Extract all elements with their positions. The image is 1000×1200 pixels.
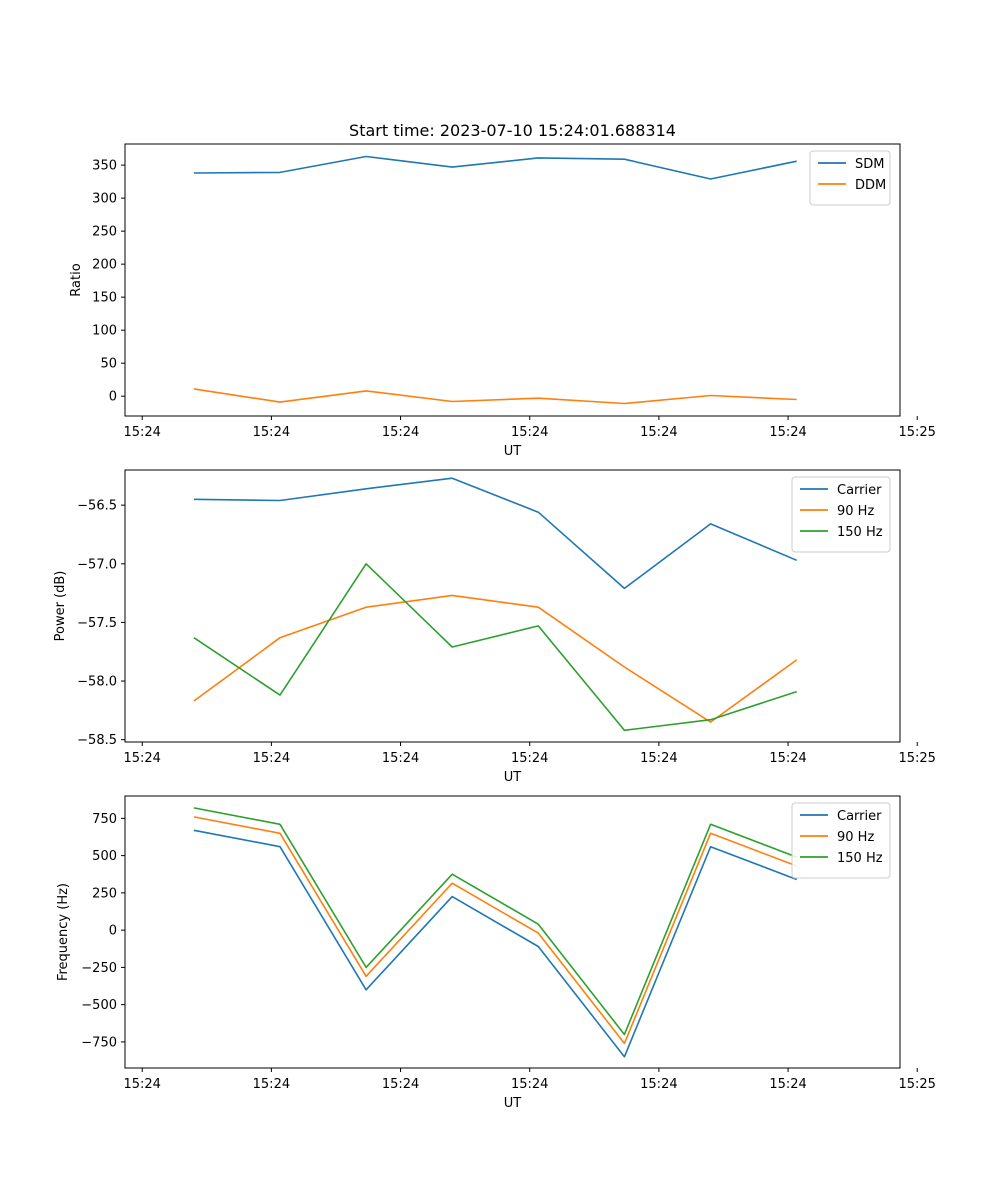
- x-tick-label: 15:24: [769, 1077, 806, 1092]
- chart-panel-1: Start time: 2023-07-10 15:24:01.688314 15…: [69, 121, 936, 459]
- legend-label: DDM: [855, 178, 886, 193]
- x-tick-label: 15:25: [898, 751, 935, 766]
- x-tick-label: 15:24: [382, 751, 419, 766]
- y-tick-label: −58.5: [77, 733, 117, 748]
- axes-frame: [124, 795, 901, 1069]
- y-tick-label: −250: [81, 961, 117, 976]
- x-axis-label: UT: [504, 1096, 522, 1111]
- legend-box: [809, 150, 891, 206]
- series-line-90-hz: [193, 816, 797, 1045]
- x-tick-label: 15:24: [769, 425, 806, 440]
- x-tick-label: 15:24: [253, 425, 290, 440]
- x-tick-label: 15:25: [898, 1077, 935, 1092]
- y-axis-label: Ratio: [69, 263, 84, 296]
- x-tick-label: 15:24: [123, 1077, 160, 1092]
- x-tick-label: 15:24: [382, 425, 419, 440]
- y-tick-label: −56.5: [77, 499, 117, 514]
- x-tick-label: 15:24: [382, 1077, 419, 1092]
- x-axis-label: UT: [504, 444, 522, 459]
- y-tick-label: 250: [92, 225, 117, 240]
- y-tick-label: 100: [92, 324, 117, 339]
- x-tick-label: 15:24: [640, 425, 677, 440]
- x-tick-label: 15:24: [253, 1077, 290, 1092]
- legend-label: 90 Hz: [837, 830, 874, 845]
- series-line-sdm: [193, 155, 797, 180]
- legend: SDM DDM: [809, 150, 891, 206]
- chart-panel-3: 15:24 15:24 15:24 15:24 15:24 15:24 15:25 −750 −…: [56, 795, 936, 1111]
- legend: Carrier 90 Hz 150 Hz: [791, 802, 891, 879]
- y-tick-label: 750: [92, 812, 117, 827]
- legend-box: [791, 476, 891, 553]
- y-tick-label: −500: [81, 998, 117, 1013]
- x-tick-label: 15:25: [898, 425, 935, 440]
- series-line-150-hz: [193, 807, 797, 1036]
- y-tick-label: 0: [109, 924, 117, 939]
- x-tick-label: 15:24: [253, 751, 290, 766]
- series-line-90-hz: [193, 594, 798, 723]
- y-tick-label: 150: [92, 291, 117, 306]
- x-tick-label: 15:24: [511, 751, 548, 766]
- y-tick-label: 0: [109, 390, 117, 405]
- y-tick-label: −58.0: [77, 675, 117, 690]
- y-tick-label: −750: [81, 1035, 117, 1050]
- y-tick-label: 300: [92, 192, 117, 207]
- x-tick-label: 15:24: [640, 1077, 677, 1092]
- y-tick-label: 200: [92, 258, 117, 273]
- axes-frame: [124, 469, 901, 743]
- x-axis-label: UT: [504, 770, 522, 785]
- series-line-ddm: [193, 388, 797, 405]
- legend-box: [791, 802, 891, 879]
- legend-label: SDM: [855, 157, 884, 172]
- y-axis-label: Power (dB): [53, 571, 68, 642]
- y-tick-label: 250: [92, 886, 117, 901]
- y-tick-label: −57.5: [77, 616, 117, 631]
- chart-title: Start time: 2023-07-10 15:24:01.688314: [349, 121, 676, 140]
- x-tick-label: 15:24: [511, 425, 548, 440]
- y-tick-label: 50: [100, 357, 117, 372]
- x-tick-label: 15:24: [769, 751, 806, 766]
- chart-panel-2: 15:24 15:24 15:24 15:24 15:24 15:24 15:25 −58.5…: [53, 469, 936, 785]
- legend-label: 150 Hz: [837, 851, 883, 866]
- x-tick-label: 15:24: [123, 425, 160, 440]
- legend: Carrier 90 Hz 150 Hz: [791, 476, 891, 553]
- series-line-150-hz: [193, 562, 797, 732]
- y-tick-label: 350: [92, 159, 117, 174]
- axes-frame: [124, 143, 901, 417]
- x-tick-label: 15:24: [640, 751, 677, 766]
- legend-label: Carrier: [837, 483, 882, 498]
- y-tick-label: −57.0: [77, 557, 117, 572]
- legend-label: Carrier: [837, 809, 882, 824]
- y-tick-label: 500: [92, 849, 117, 864]
- x-tick-label: 15:24: [511, 1077, 548, 1092]
- legend-label: 90 Hz: [837, 504, 874, 519]
- legend-label: 150 Hz: [837, 525, 883, 540]
- series-line-carrier: [193, 477, 798, 590]
- y-axis-label: Frequency (Hz): [56, 883, 71, 981]
- x-tick-label: 15:24: [123, 751, 160, 766]
- series-line-carrier: [193, 829, 797, 1058]
